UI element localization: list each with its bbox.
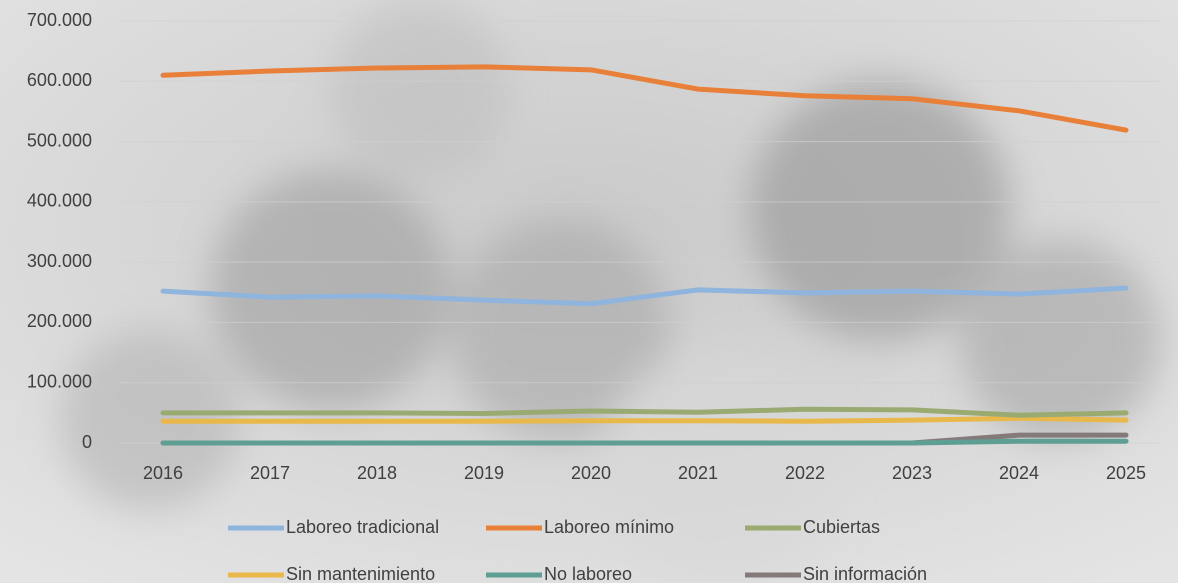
x-tick-label: 2024 <box>999 463 1039 483</box>
y-tick-label: 200.000 <box>27 311 92 331</box>
y-tick-label: 100.000 <box>27 371 92 391</box>
x-tick-label: 2019 <box>464 463 504 483</box>
legend-label: Sin mantenimiento <box>286 564 435 583</box>
background-photo <box>60 0 1160 583</box>
data-line <box>160 285 1129 307</box>
x-tick-label: 2017 <box>250 463 290 483</box>
y-tick-label: 600.000 <box>27 70 92 90</box>
legend-label: Sin información <box>803 564 927 583</box>
y-tick-label: 700.000 <box>27 10 92 30</box>
x-tick-label: 2023 <box>892 463 932 483</box>
x-tick-label: 2021 <box>678 463 718 483</box>
y-tick-label: 300.000 <box>27 251 92 271</box>
y-tick-label: 400.000 <box>27 191 92 211</box>
x-tick-label: 2022 <box>785 463 825 483</box>
legend-label: No laboreo <box>544 564 632 583</box>
legend-label: Cubiertas <box>803 517 880 537</box>
data-line <box>160 64 1129 133</box>
data-line <box>160 406 1129 418</box>
legend-label: Laboreo mínimo <box>544 517 674 537</box>
y-tick-label: 0 <box>82 432 92 452</box>
y-tick-label: 500.000 <box>27 130 92 150</box>
x-tick-label: 2020 <box>571 463 611 483</box>
legend-label: Laboreo tradicional <box>286 517 439 537</box>
x-tick-label: 2018 <box>357 463 397 483</box>
x-tick-label: 2025 <box>1106 463 1146 483</box>
x-tick-label: 2016 <box>143 463 183 483</box>
data-line <box>160 415 1129 424</box>
data-line <box>160 438 1129 446</box>
